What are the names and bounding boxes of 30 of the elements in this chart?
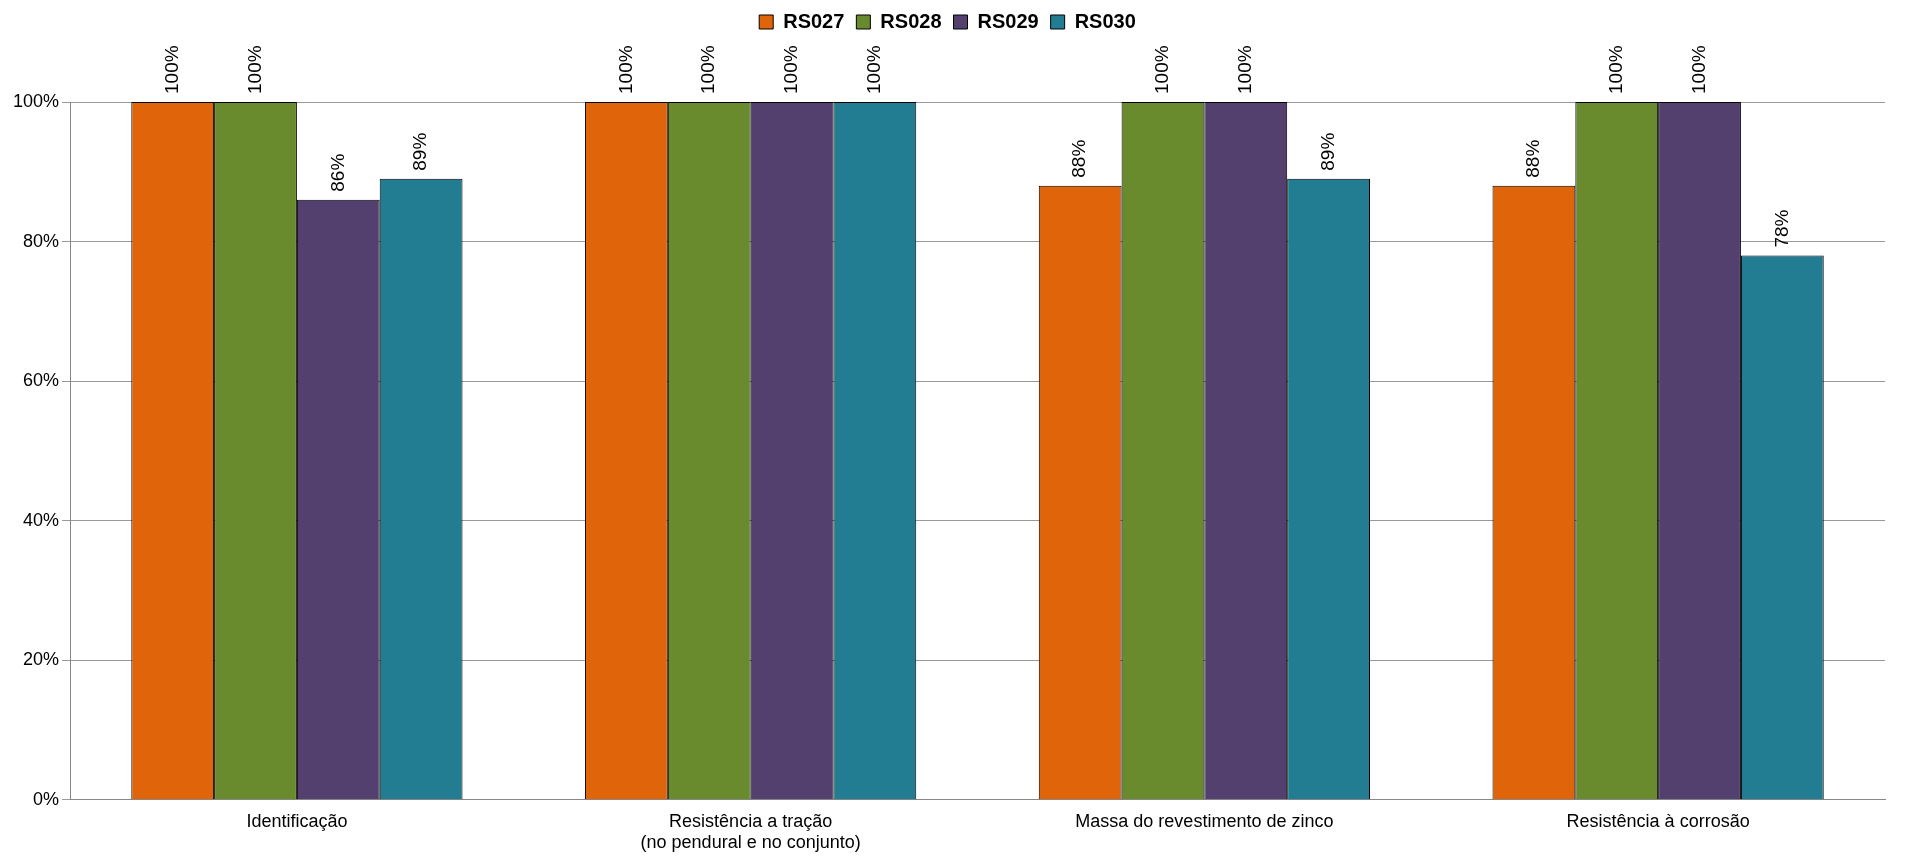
data-label: 89% <box>1316 132 1338 171</box>
y-tick-label: 20% <box>23 649 60 670</box>
data-label: 100% <box>780 45 802 94</box>
data-label: 100% <box>614 45 636 94</box>
data-label: 100% <box>160 45 182 94</box>
data-label: 100% <box>697 45 719 94</box>
y-tick-label: 60% <box>23 370 60 391</box>
data-label: 89% <box>409 132 431 171</box>
y-tick-label: 0% <box>33 788 60 809</box>
y-tick-label: 40% <box>23 509 60 530</box>
data-label: 86% <box>326 153 348 192</box>
legend-label: RS029 <box>977 9 1039 32</box>
legend-label: RS027 <box>783 9 845 32</box>
legend-label: RS028 <box>880 9 942 32</box>
y-tick-label: 80% <box>23 230 60 251</box>
data-label: 100% <box>1151 45 1173 94</box>
data-label: 88% <box>1522 139 1544 178</box>
data-label: 100% <box>1687 45 1709 94</box>
x-tick-label: Identificação <box>246 810 348 831</box>
x-tick-label: Massa do revestimento de zinco <box>1075 810 1334 831</box>
data-label: 88% <box>1068 139 1090 178</box>
y-tick-label: 100% <box>12 90 60 111</box>
data-label: 100% <box>863 45 885 94</box>
legend-label: RS030 <box>1074 9 1136 32</box>
x-tick-label: Resistência à corrosão <box>1566 810 1750 831</box>
data-label: 100% <box>1604 45 1626 94</box>
data-label: 78% <box>1770 209 1792 248</box>
data-label: 100% <box>243 45 265 94</box>
x-tick-label: Resistência a tração (no pendural e no conjunto) <box>640 810 861 853</box>
data-label: 100% <box>1234 45 1256 94</box>
